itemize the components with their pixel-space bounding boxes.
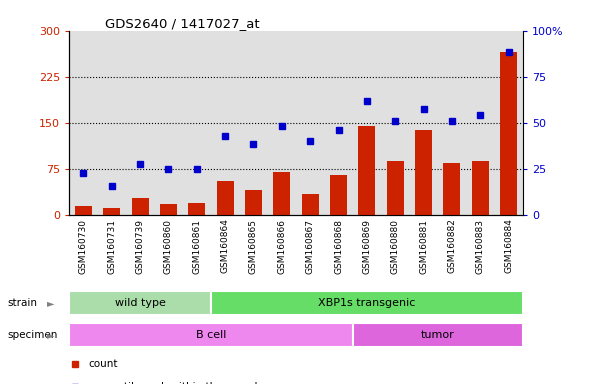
Text: GDS2640 / 1417027_at: GDS2640 / 1417027_at [105,17,260,30]
Text: tumor: tumor [421,329,455,340]
Text: GSM160866: GSM160866 [277,218,286,273]
Bar [273,172,290,215]
Text: GSM160864: GSM160864 [221,218,230,273]
Text: GSM160731: GSM160731 [107,218,116,273]
Text: B cell: B cell [196,329,226,340]
Bar [160,204,177,215]
Text: specimen: specimen [8,329,58,340]
Bar [188,203,206,215]
Bar [69,323,353,347]
Bar [444,163,460,215]
Text: percentile rank within the sample: percentile rank within the sample [88,382,264,384]
Text: ►: ► [47,298,55,308]
Text: GSM160881: GSM160881 [419,218,428,273]
Bar [69,291,211,315]
Bar [330,175,347,215]
Text: GSM160730: GSM160730 [79,218,88,273]
Bar [353,323,523,347]
Text: GSM160869: GSM160869 [362,218,371,273]
Bar [211,291,523,315]
Text: strain: strain [8,298,38,308]
Bar [472,161,489,215]
Text: GSM160882: GSM160882 [448,218,457,273]
Text: GSM160865: GSM160865 [249,218,258,273]
Text: count: count [88,359,118,369]
Text: wild type: wild type [115,298,165,308]
Text: GSM160880: GSM160880 [391,218,400,273]
Text: GSM160867: GSM160867 [306,218,315,273]
Bar [302,194,319,215]
Bar [358,126,376,215]
Bar [216,181,234,215]
Text: GSM160868: GSM160868 [334,218,343,273]
Bar [132,198,148,215]
Bar [245,190,262,215]
Text: GSM160861: GSM160861 [192,218,201,273]
Bar [387,161,404,215]
Bar [75,206,92,215]
Text: GSM160884: GSM160884 [504,218,513,273]
Text: XBP1s transgenic: XBP1s transgenic [318,298,415,308]
Bar [103,208,120,215]
Text: ►: ► [47,329,55,340]
Text: GSM160739: GSM160739 [135,218,144,273]
Bar [500,52,517,215]
Text: GSM160860: GSM160860 [164,218,173,273]
Bar [415,130,432,215]
Text: GSM160883: GSM160883 [476,218,485,273]
